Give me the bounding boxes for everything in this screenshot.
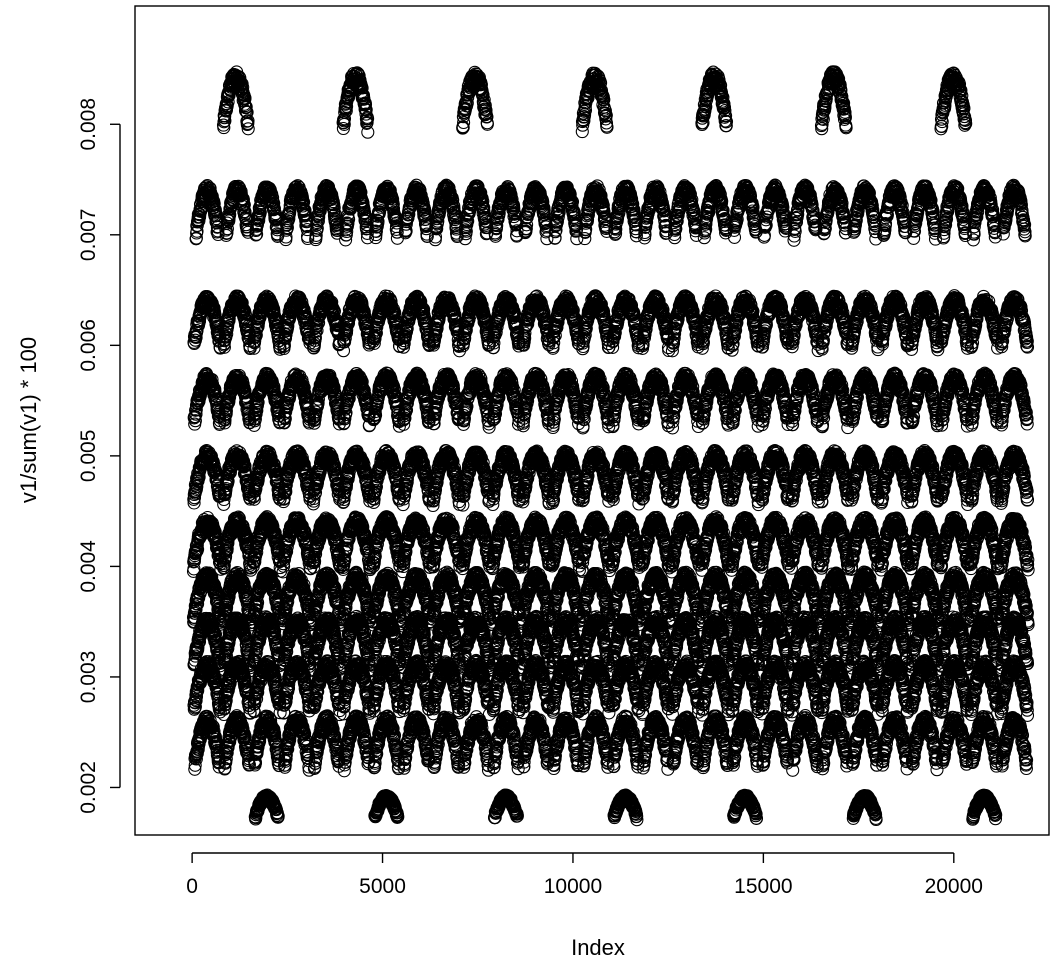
data-points	[188, 66, 1035, 826]
